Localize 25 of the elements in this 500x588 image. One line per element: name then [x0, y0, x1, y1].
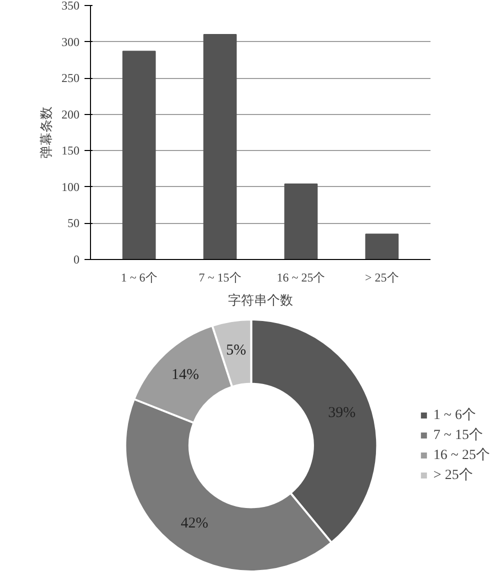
y-tick-label: 200: [62, 107, 80, 122]
y-tick-label: 250: [62, 71, 80, 86]
y-axis-title: 弹幕条数: [38, 106, 54, 158]
bar: [284, 184, 318, 260]
legend-label: 7 ~ 15个: [433, 426, 483, 444]
legend-label: 16 ~ 25个: [433, 446, 490, 464]
legend-label: 1 ~ 6个: [433, 406, 476, 424]
x-tick-label: 16 ~ 25个: [276, 270, 326, 284]
y-tick-label: 300: [62, 34, 80, 49]
y-tick-label: 100: [62, 180, 80, 194]
x-axis-title: 字符串个数: [228, 292, 293, 308]
bar: [122, 50, 156, 260]
y-tick-label: 0: [74, 252, 80, 266]
bar: [365, 234, 399, 260]
y-tick-label: 50: [68, 216, 80, 230]
legend-label: > 25个: [433, 466, 473, 484]
x-tick-label: > 25个: [365, 270, 399, 284]
y-tick-label: 150: [62, 144, 80, 158]
x-tick-label: 7 ~ 15个: [198, 270, 242, 284]
y-tick-label: 350: [62, 0, 80, 12]
data-label: 14%: [171, 367, 199, 384]
data-label: 5%: [226, 342, 246, 358]
data-label: 42%: [180, 516, 208, 532]
x-tick-label: 1 ~ 6个: [120, 270, 158, 284]
bar: [203, 34, 237, 260]
